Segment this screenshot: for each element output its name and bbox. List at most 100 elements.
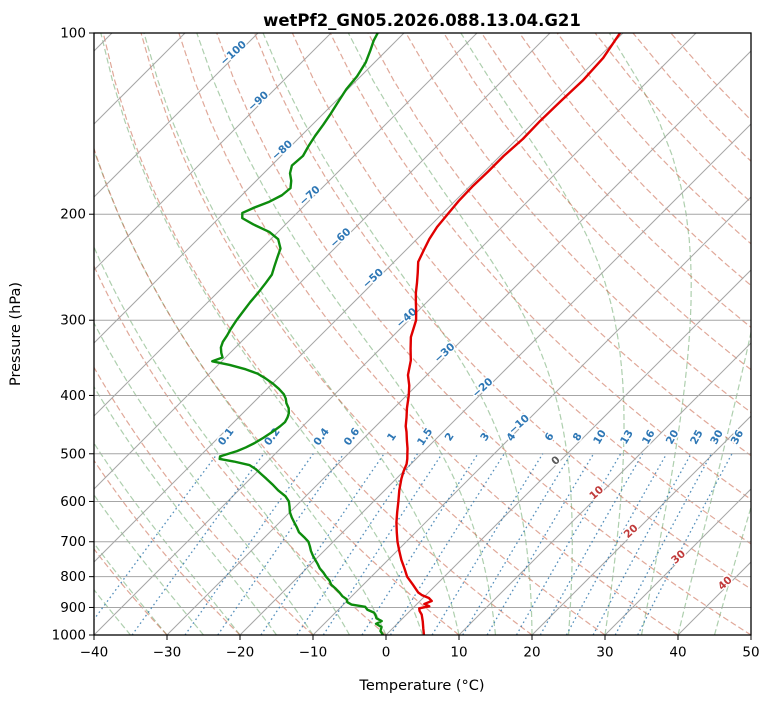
mixing-ratio-line bbox=[637, 453, 733, 635]
mixing-ratio-label: 36 bbox=[729, 428, 746, 447]
isotherm-line bbox=[677, 561, 751, 635]
dry-adiabat bbox=[94, 146, 460, 635]
isotherm-line bbox=[458, 342, 751, 635]
mixing-ratio-line bbox=[94, 453, 218, 621]
mixing-ratio-label: 16 bbox=[640, 428, 658, 447]
chart-title: wetPf2_GN05.2026.088.13.04.G21 bbox=[263, 11, 581, 30]
x-axis-label: Temperature (°C) bbox=[358, 678, 484, 694]
mixing-ratio-lines bbox=[94, 453, 733, 635]
y-tick-label: 500 bbox=[60, 446, 86, 462]
dry-adiabat bbox=[178, 33, 679, 635]
axis-ticks bbox=[89, 32, 752, 640]
x-tick-label: 20 bbox=[523, 645, 540, 661]
mixing-ratio-line bbox=[431, 453, 544, 635]
isotherm-label: 0 bbox=[549, 454, 562, 468]
isotherm-line bbox=[94, 33, 405, 344]
moist-adiabat bbox=[94, 245, 351, 635]
mixing-ratio-label: 1 bbox=[385, 431, 399, 444]
mixing-ratio-label: 0.6 bbox=[342, 426, 363, 448]
mixing-ratio-label: 8 bbox=[571, 431, 585, 443]
isotherm-label: −80 bbox=[270, 138, 295, 163]
isotherm-line bbox=[312, 196, 751, 635]
isotherm-label: 10 bbox=[587, 484, 606, 503]
moist-adiabat bbox=[94, 493, 204, 635]
mixing-ratio-line bbox=[361, 453, 479, 635]
isotherm-line bbox=[239, 123, 751, 635]
x-tick-label: 10 bbox=[450, 645, 467, 661]
isobar-gridlines bbox=[94, 33, 751, 635]
moist-adiabat bbox=[196, 33, 497, 635]
x-tick-label: 50 bbox=[742, 645, 759, 661]
dry-adiabat-lines bbox=[94, 33, 751, 635]
plot-border bbox=[93, 32, 752, 636]
x-tick-label: −30 bbox=[153, 645, 182, 661]
isotherm-line bbox=[750, 634, 751, 635]
isotherm-label: 30 bbox=[669, 548, 688, 567]
dry-adiabat bbox=[329, 33, 751, 501]
axis-tick-labels: −40 −30 −20 −10 0 10 20 30 40 5010020030040050060… bbox=[52, 26, 760, 661]
x-tick-label: −20 bbox=[226, 645, 255, 661]
moist-adiabat bbox=[94, 588, 131, 635]
x-tick-label: 40 bbox=[669, 645, 686, 661]
mixing-ratio-label: 2 bbox=[443, 431, 457, 444]
mixing-ratio-label: 1.5 bbox=[415, 426, 435, 448]
isotherm-label: −60 bbox=[328, 226, 353, 251]
isotherm-line bbox=[94, 33, 551, 490]
isotherm-label: 20 bbox=[622, 522, 641, 541]
moist-adiabat bbox=[677, 329, 751, 635]
mixing-ratio-labels: 0.1 0.2 0.4 0.6 1 1.5 2 3 4 6 8 10 13 16 20 25 30 36 bbox=[214, 424, 747, 449]
sounding-profiles bbox=[211, 33, 622, 635]
dry-adiabat bbox=[94, 548, 168, 635]
y-tick-label: 400 bbox=[60, 388, 86, 404]
y-tick-label: 200 bbox=[60, 207, 86, 223]
isotherm-label: −70 bbox=[297, 184, 322, 209]
dewpoint-curve bbox=[211, 33, 385, 635]
isotherm-label: −90 bbox=[246, 89, 271, 114]
isotherm-gridlines bbox=[94, 33, 751, 635]
moist-adiabat bbox=[94, 442, 241, 635]
mixing-ratio-line bbox=[260, 453, 385, 635]
dry-adiabat bbox=[556, 33, 751, 245]
y-tick-label: 100 bbox=[60, 26, 86, 42]
isotherm-label: −50 bbox=[360, 266, 385, 291]
moist-adiabat-lines bbox=[94, 33, 751, 635]
mixing-ratio-label: 6 bbox=[543, 431, 557, 444]
y-tick-label: 600 bbox=[60, 494, 86, 510]
dry-adiabat bbox=[102, 33, 533, 635]
mixing-ratio-line bbox=[515, 453, 622, 635]
dry-adiabat bbox=[94, 459, 241, 635]
dry-adiabat bbox=[254, 33, 751, 590]
x-tick-label: −40 bbox=[80, 645, 109, 661]
y-tick-label: 300 bbox=[60, 313, 86, 329]
dry-adiabat bbox=[216, 33, 751, 635]
isotherm-line bbox=[531, 415, 751, 635]
isotherm-line bbox=[94, 33, 697, 635]
mixing-ratio-line bbox=[217, 453, 345, 635]
x-tick-label: 30 bbox=[596, 645, 613, 661]
mixing-ratio-label: 0.1 bbox=[216, 426, 237, 448]
isotherm-label: −20 bbox=[470, 376, 495, 401]
dry-adiabat bbox=[140, 33, 606, 635]
dry-adiabat bbox=[518, 33, 751, 287]
mixing-ratio-line bbox=[131, 453, 265, 635]
y-tick-label: 900 bbox=[60, 600, 86, 616]
y-tick-label: 1000 bbox=[52, 628, 86, 644]
moist-adiabat bbox=[94, 147, 387, 635]
moist-adiabat bbox=[94, 542, 168, 635]
moist-adiabat bbox=[460, 33, 625, 635]
y-tick-label: 800 bbox=[60, 569, 86, 585]
moist-adiabat bbox=[750, 632, 751, 635]
moist-adiabat bbox=[94, 385, 277, 635]
dry-adiabat bbox=[443, 33, 751, 371]
x-tick-label: −10 bbox=[299, 645, 328, 661]
temperature-curve bbox=[395, 33, 622, 635]
isotherm-line bbox=[604, 488, 751, 635]
isotherm-line bbox=[94, 33, 624, 563]
mixing-ratio-label: 10 bbox=[591, 428, 609, 447]
moist-adiabat bbox=[100, 33, 424, 635]
mixing-ratio-label: 0.4 bbox=[311, 426, 332, 448]
isotherm-line bbox=[94, 33, 259, 198]
dry-adiabat bbox=[367, 33, 751, 457]
